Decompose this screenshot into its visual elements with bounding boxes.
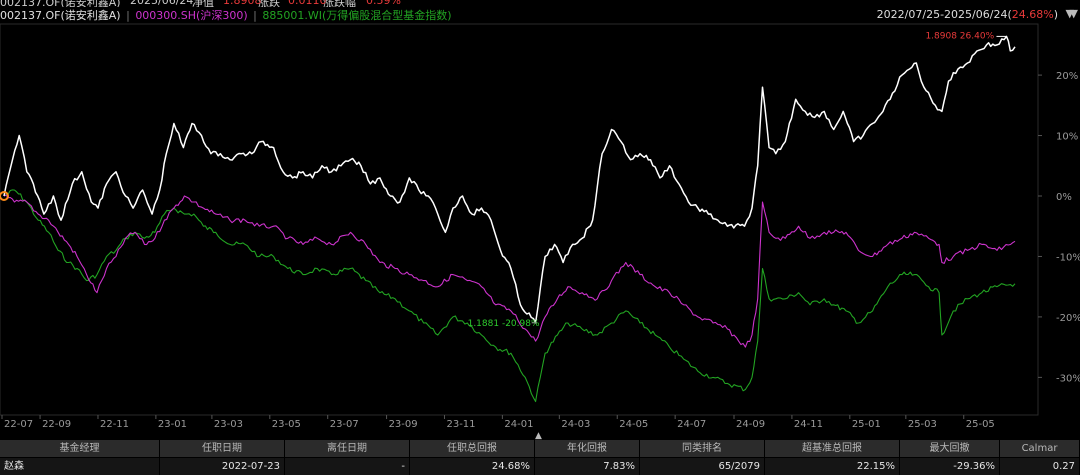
info-fragment: 涨跌 [258, 0, 280, 7]
table-cell: -29.36% [900, 458, 1000, 475]
start-marker [0, 191, 9, 201]
info-fragment: 002137.OF(诺安利鑫A) [0, 0, 121, 7]
info-strip: 002137.OF(诺安利鑫A) 2025/06/24 净值 1.8908 涨跌 0.01… [0, 0, 1080, 7]
annotation-label: 1.8908 26.40% [925, 31, 994, 41]
x-tick-label: 23-11 [446, 419, 475, 430]
table-header-cell[interactable]: 超基准总回报 [765, 440, 900, 457]
table-cell: 赵森 [0, 458, 160, 475]
legend: 002137.OF(诺安利鑫A) | 000300.SH(沪深300) | 88… [0, 7, 452, 23]
info-fragment: 净值 [192, 0, 214, 7]
x-tick-label: 23-07 [330, 419, 359, 430]
y-tick-label: -30% [1056, 373, 1080, 384]
range-dates: 2022/07/25-2025/06/24 [876, 8, 1008, 21]
table-header-cell[interactable]: 同类排名 [640, 440, 765, 457]
x-tick-label: 23-03 [214, 419, 243, 430]
series-line-2 [3, 189, 1016, 403]
table-header-cell[interactable]: 离任日期 [285, 440, 410, 457]
info-fragment: 0.59% [366, 0, 401, 7]
table-header-cell[interactable]: 任职总回报 [410, 440, 535, 457]
table-header-row: 基金经理 任职日期 离任日期 任职总回报 年化回报 同类排名 超基准总回报 最大回撤 Calma… [0, 440, 1080, 458]
series-line-1 [3, 194, 1016, 348]
x-tick-label: 22-11 [100, 419, 129, 430]
date-range-selector[interactable]: 2022/07/25-2025/06/24(24.68%) ▼ [876, 7, 1074, 21]
x-tick-label: 24-05 [619, 419, 648, 430]
series-line-0 [3, 35, 1016, 324]
chart-menu-icon[interactable]: ▼ [1069, 7, 1078, 20]
legend-item-hs300[interactable]: 000300.SH(沪深300) [135, 9, 248, 22]
x-tick-label: 24-01 [504, 419, 533, 430]
info-fragment: 涨跌幅 [323, 0, 356, 7]
info-fragment: 0.0110 [288, 0, 327, 7]
table-cell: 24.68% [410, 458, 535, 475]
table-cell: 0.27 [1000, 458, 1080, 475]
range-pct: 24.68% [1011, 8, 1054, 21]
table-header-cell[interactable]: 年化回报 [535, 440, 640, 457]
table-cell: - [285, 458, 410, 475]
y-tick-label: -20% [1056, 313, 1080, 324]
legend-item-index[interactable]: 885001.WI(万得偏股混合型基金指数) [262, 9, 452, 22]
range-dropdown-icon[interactable]: ▼ [1065, 7, 1074, 20]
collapse-icon[interactable]: ▲ [535, 431, 542, 441]
y-tick-label: 0% [1056, 192, 1072, 203]
plot-frame [0, 23, 1039, 416]
y-tick-label: -10% [1056, 252, 1080, 263]
x-tick-label: 23-05 [272, 419, 301, 430]
x-tick-label: 24-03 [561, 419, 590, 430]
info-fragment: 1.8908 [223, 0, 262, 7]
legend-item-fund[interactable]: 002137.OF(诺安利鑫A) [0, 9, 121, 22]
x-tick-label: 23-09 [389, 419, 418, 430]
table-cell: 22.15% [765, 458, 900, 475]
table-cell: 65/2079 [640, 458, 765, 475]
manager-table: 基金经理 任职日期 离任日期 任职总回报 年化回报 同类排名 超基准总回报 最大回撤 Calma… [0, 440, 1080, 475]
annotation-label: 1.1881 -20.98% [468, 319, 540, 329]
x-tick-label: 23-01 [158, 419, 187, 430]
y-tick-label: 10% [1056, 132, 1078, 143]
x-tick-label: 25-01 [852, 419, 881, 430]
x-tick-label: 24-09 [736, 419, 765, 430]
table-header-cell[interactable]: Calmar [1000, 440, 1080, 457]
performance-chart[interactable]: 1.8908 26.40% 1.1881 -20.98% 22-07 22-09 22… [0, 22, 1080, 437]
x-tick-label: 22-09 [42, 419, 71, 430]
x-tick-label: 24-11 [794, 419, 823, 430]
x-tick-label: 25-03 [908, 419, 937, 430]
legend-separator: | [126, 9, 130, 22]
table-header-cell[interactable]: 任职日期 [160, 440, 285, 457]
y-tick-label: 20% [1056, 71, 1078, 82]
x-tick-label: 25-05 [966, 419, 995, 430]
legend-separator: | [253, 9, 257, 22]
x-tick-label: 22-07 [4, 419, 33, 430]
table-header-cell[interactable]: 基金经理 [0, 440, 160, 457]
table-row[interactable]: 赵森 2022-07-23-24.68% 7.83% 65/2079 22.15% -29… [0, 458, 1080, 475]
table-cell: 7.83% [535, 458, 640, 475]
info-fragment: 2025/06/24 [130, 0, 194, 7]
table-header-cell[interactable]: 最大回撤 [900, 440, 1000, 457]
table-cell: 2022-07-23 [160, 458, 285, 475]
x-tick-label: 24-07 [677, 419, 706, 430]
